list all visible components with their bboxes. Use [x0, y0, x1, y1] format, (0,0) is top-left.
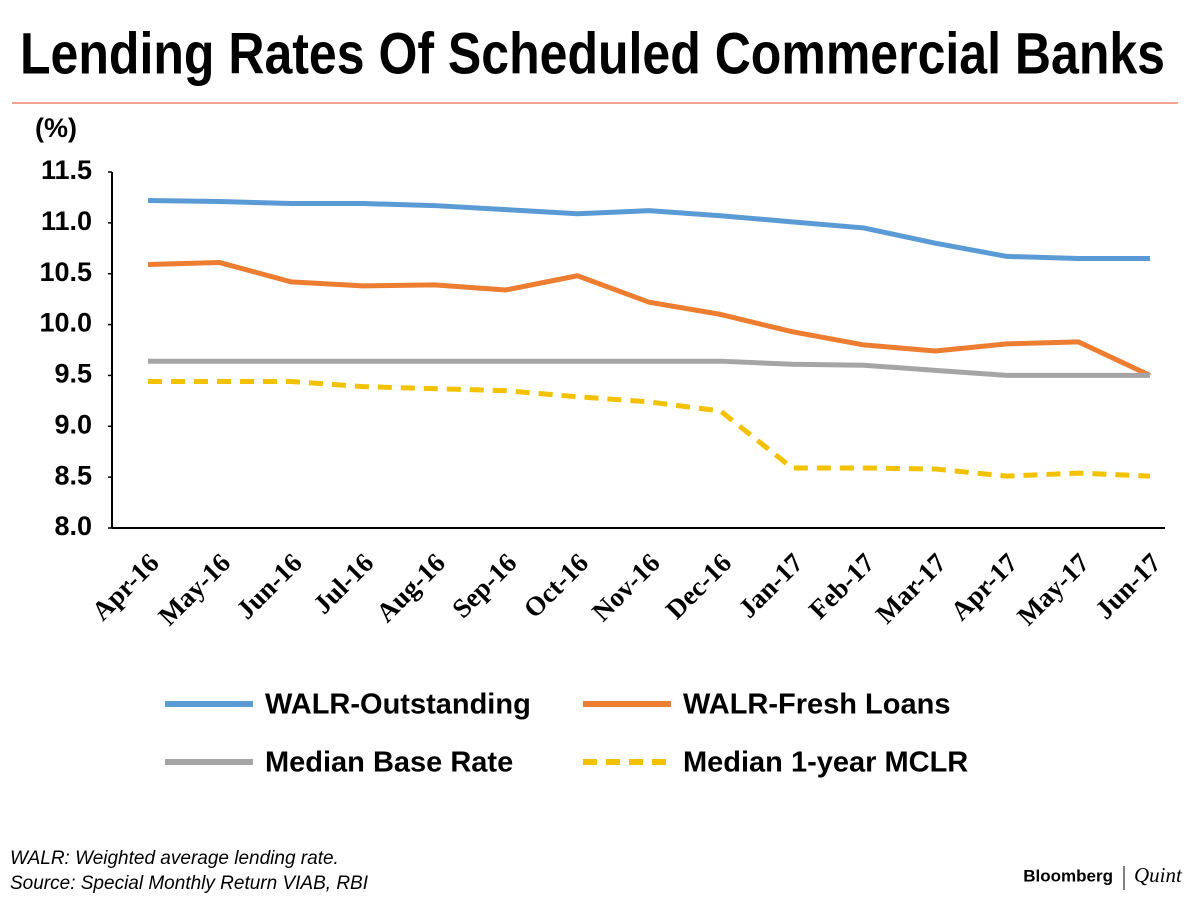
legend-label: WALR-Outstanding [265, 689, 531, 721]
x-tick-label: Jul-16 [307, 547, 379, 619]
x-tick-label: Jun-16 [230, 547, 307, 624]
y-axis-label: (%) [35, 113, 77, 143]
series-line [147, 260, 1152, 378]
y-tick-label: 9.0 [54, 409, 92, 439]
y-tick-label: 8.5 [54, 460, 92, 490]
legend-label: WALR-Fresh Loans [683, 689, 950, 721]
x-tick-label: May-17 [1011, 547, 1095, 631]
note: WALR: Weighted average lending rate. [10, 848, 339, 869]
x-tick-label: Sep-16 [446, 547, 522, 623]
x-tick-label: May-16 [152, 547, 236, 631]
x-tick-label: Nov-16 [586, 547, 666, 627]
y-tick-label: 11.0 [41, 206, 92, 236]
x-tick-label: Jun-17 [1089, 547, 1166, 624]
y-tick-label: 10.5 [39, 257, 92, 287]
x-tick-label: Mar-17 [870, 547, 952, 629]
y-tick-label: 11.5 [41, 155, 92, 185]
x-tick-label: Feb-17 [803, 547, 880, 624]
x-tick-label: Aug-16 [370, 547, 451, 628]
brand: Quint [1134, 863, 1183, 887]
legend-label: Median 1-year MCLR [683, 747, 968, 779]
y-tick-label: 10.0 [39, 308, 92, 338]
x-tick-label: Apr-16 [86, 547, 165, 626]
note: Source: Special Monthly Return VIAB, RBI [10, 873, 369, 894]
chart-title: Lending Rates Of Scheduled Commercial Ba… [20, 21, 1165, 86]
series-line [148, 358, 1150, 378]
series-line [148, 379, 1151, 479]
x-tick-label: Jan-17 [732, 547, 808, 623]
x-tick-label: Oct-16 [518, 547, 594, 623]
y-tick-label: 9.5 [54, 359, 92, 389]
series-line [147, 197, 1150, 261]
x-tick-label: Apr-17 [945, 547, 1024, 626]
x-tick-label: Dec-16 [660, 547, 737, 624]
legend-label: Median Base Rate [265, 747, 513, 779]
brand: Bloomberg [1023, 866, 1113, 885]
y-tick-label: 8.0 [54, 511, 92, 541]
